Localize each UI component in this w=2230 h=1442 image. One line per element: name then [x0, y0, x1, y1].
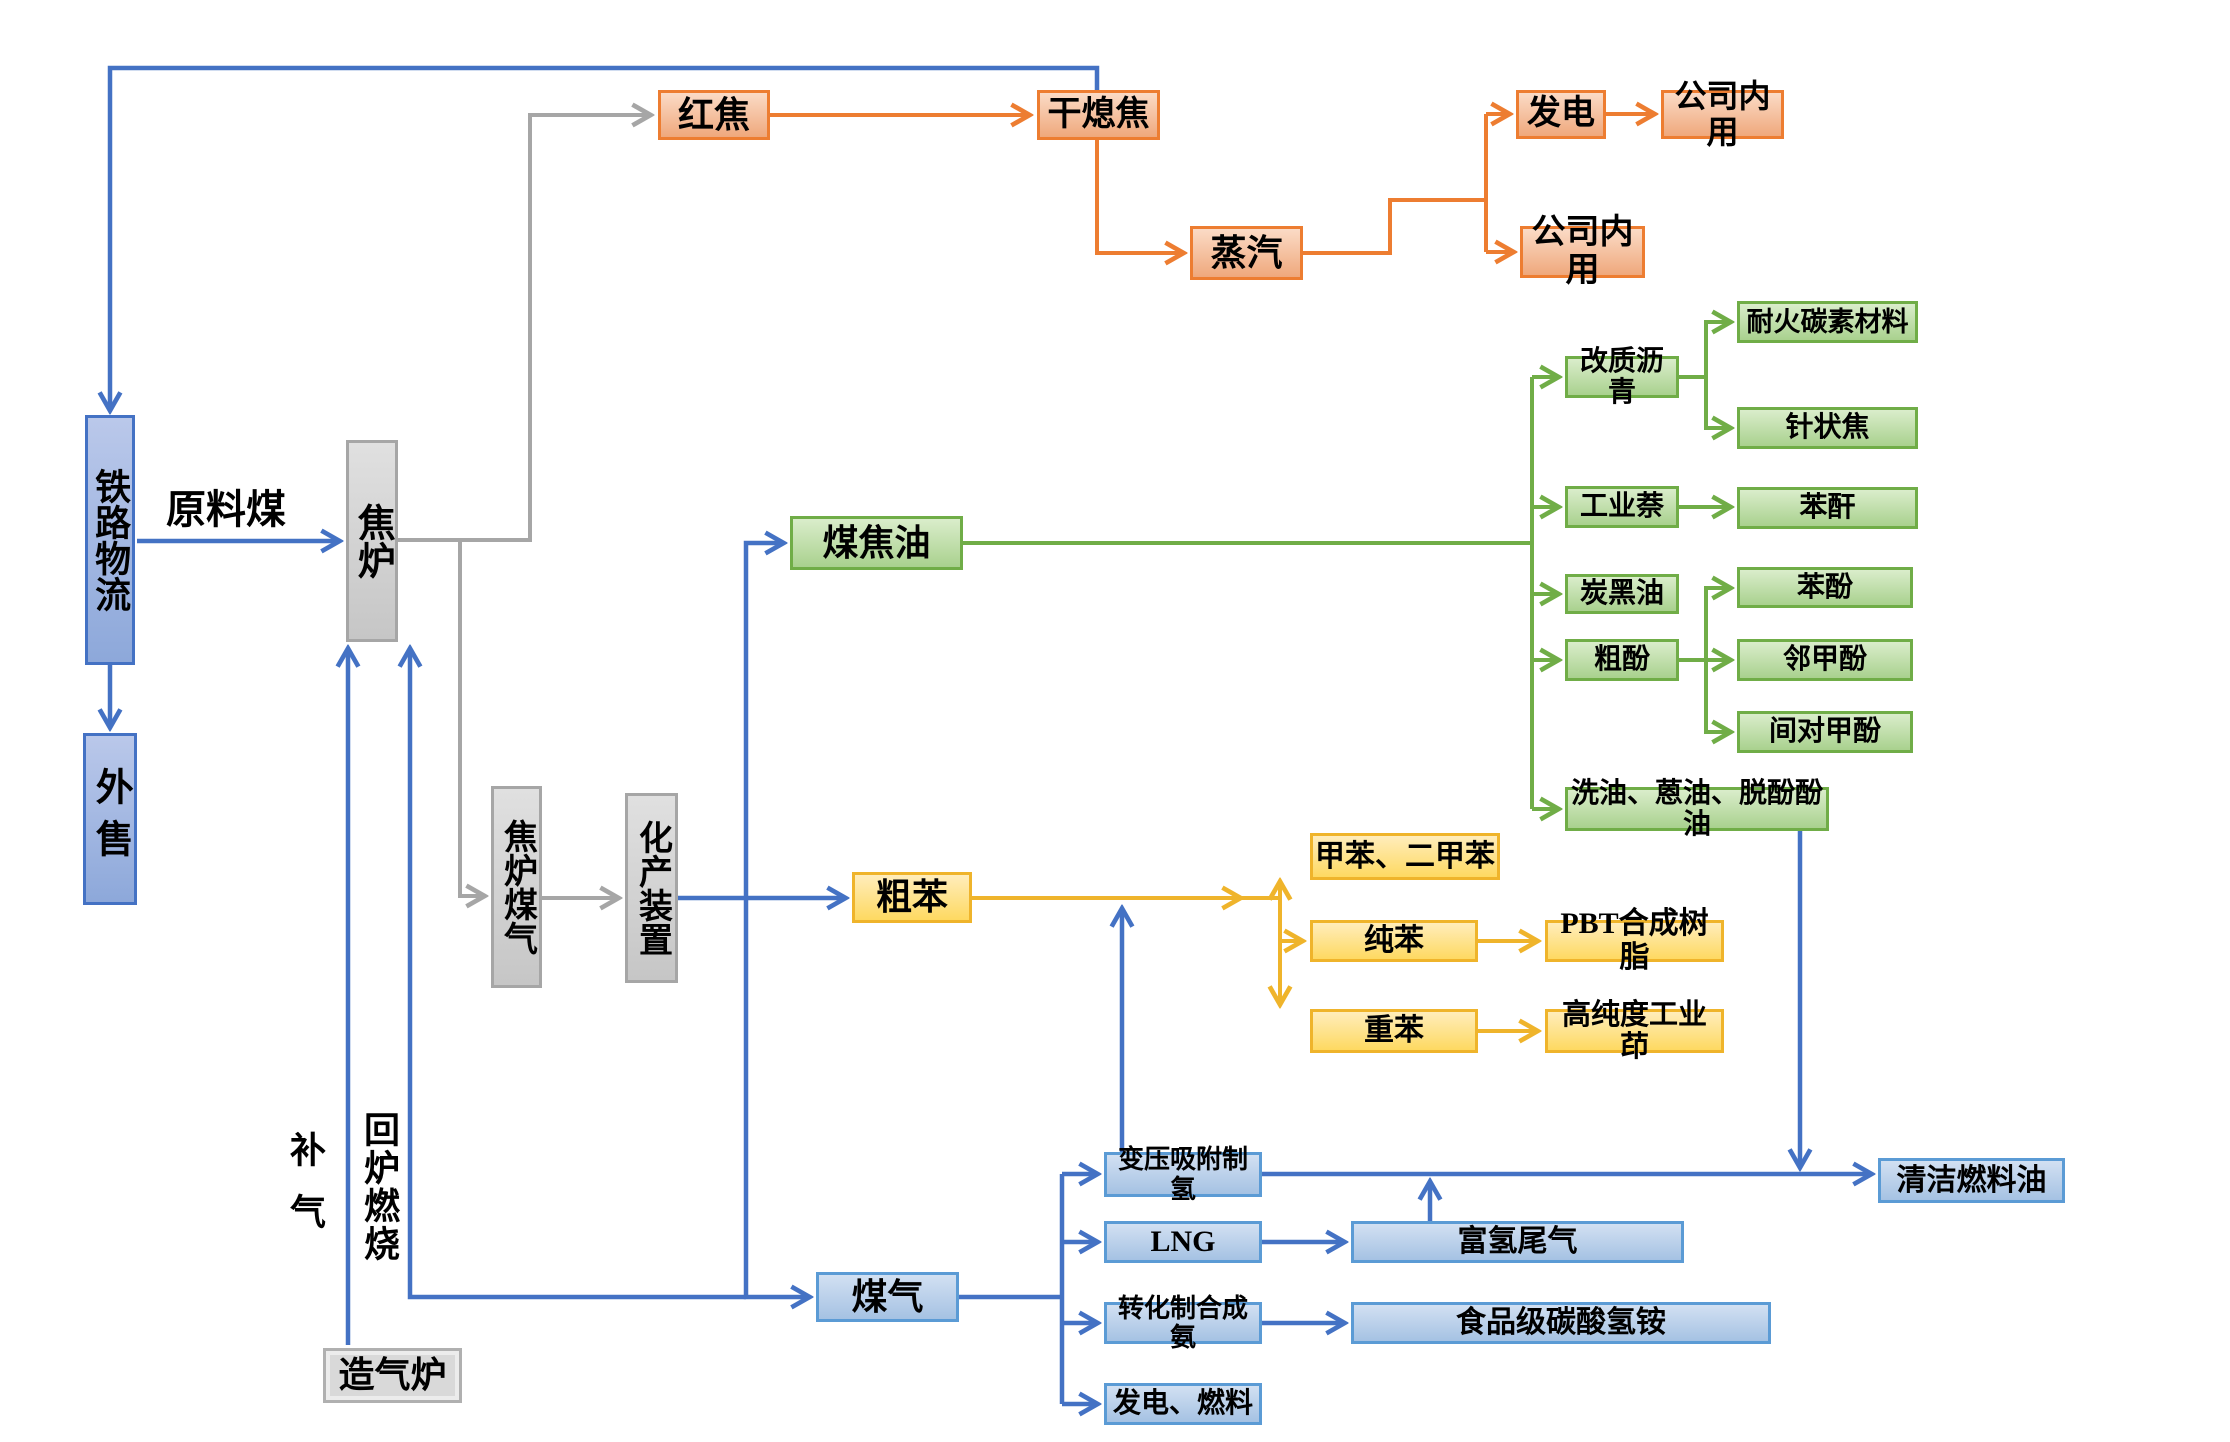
edge-orange-25 — [1303, 198, 1486, 255]
node-label-ganxijiao: 干熄焦 — [1047, 95, 1150, 133]
node-jiandui-jiafen: 间对甲酚 — [1737, 711, 1913, 753]
node-label-gaizhi-liqing: 改质沥青 — [1579, 345, 1664, 408]
label-text-huilu-ranshao: 回炉燃烧 — [359, 1111, 399, 1263]
edge-orange-24 — [1095, 140, 1181, 253]
node-waishou: 外售 — [83, 733, 137, 905]
node-label-jiaolu-meiqi: 焦炉煤气 — [498, 819, 536, 955]
node-label-zhenzhuang-jiao: 针状焦 — [1785, 412, 1870, 444]
edge-green-40 — [1679, 588, 1728, 662]
node-label-fadian: 发电 — [1527, 95, 1595, 133]
node-label-hongjiao: 红焦 — [677, 94, 750, 135]
node-gongsi-neiyong-2: 公司内用 — [1520, 214, 1645, 289]
edge-blue-4 — [743, 543, 781, 898]
edge-green-42 — [1704, 660, 1728, 732]
edge-gray-21 — [458, 540, 482, 896]
label-text-yuanliaomei: 原料煤 — [166, 486, 286, 532]
node-label-chunben: 纯苯 — [1364, 924, 1424, 958]
node-chunben: 纯苯 — [1310, 920, 1478, 962]
node-jiaolu: 焦炉 — [346, 440, 398, 642]
node-gaochundu-yin: 高纯度工业茚 — [1545, 999, 1724, 1063]
edge-blue-0 — [110, 65, 1100, 408]
node-benfen: 苯酚 — [1737, 567, 1913, 608]
node-label-zaoqilu: 造气炉 — [338, 1355, 447, 1396]
node-shipinji-tansuan: 食品级碳酸氢铵 — [1351, 1302, 1771, 1344]
label-text-buqi: 补气 — [285, 1130, 325, 1255]
node-label-waishou: 外售 — [89, 767, 132, 871]
node-bengan: 苯酐 — [1737, 487, 1918, 529]
node-zhengqi: 蒸汽 — [1190, 226, 1303, 280]
node-zhuanhua-hechengan: 转化制合成氨 — [1104, 1294, 1262, 1352]
node-gongsi-neiyong-1: 公司内用 — [1661, 78, 1784, 149]
node-label-jiandui-jiafen: 间对甲酚 — [1768, 716, 1881, 748]
node-label-bianya-zhiqing: 变压吸附制氢 — [1117, 1145, 1248, 1204]
node-fuqing-weiqi: 富氢尾气 — [1351, 1221, 1684, 1263]
node-zhongben: 重苯 — [1310, 1009, 1478, 1053]
node-label-pbt-shuzhi: PBT合成树脂 — [1560, 907, 1709, 974]
edge-green-38 — [1704, 377, 1728, 428]
node-zhenzhuang-jiao: 针状焦 — [1737, 407, 1918, 449]
node-tielu-wuliu: 铁路物流 — [85, 415, 135, 665]
label-buqi: 补气 — [283, 1125, 327, 1260]
node-label-gongsi-neiyong-1: 公司内用 — [1674, 77, 1771, 150]
node-label-cuben: 粗苯 — [875, 877, 948, 918]
node-label-tielu-wuliu: 铁路物流 — [90, 468, 131, 612]
node-label-fuqing-weiqi: 富氢尾气 — [1457, 1225, 1578, 1259]
node-label-benfen: 苯酚 — [1796, 571, 1853, 603]
node-pbt-shuzhi: PBT合成树脂 — [1545, 907, 1724, 974]
node-ganxijiao: 干熄焦 — [1037, 90, 1160, 140]
node-meiqi: 煤气 — [816, 1272, 959, 1322]
node-label-shipinji-tansuan: 食品级碳酸氢铵 — [1456, 1306, 1666, 1340]
node-bianya-zhiqing: 变压吸附制氢 — [1104, 1145, 1262, 1204]
node-naihuo-tansu: 耐火碳素材料 — [1737, 301, 1918, 343]
node-label-tanheiyou: 炭黑油 — [1579, 578, 1664, 610]
node-gongye-nai: 工业萘 — [1565, 486, 1679, 528]
node-qingjie-ranliaoyou: 清洁燃料油 — [1878, 1158, 2065, 1203]
node-label-zhongben: 重苯 — [1364, 1014, 1424, 1048]
label-huilu-ranshao: 回炉燃烧 — [356, 1092, 402, 1282]
node-lng: LNG — [1104, 1221, 1262, 1263]
node-label-bengan: 苯酐 — [1799, 492, 1856, 524]
node-cuben: 粗苯 — [852, 872, 972, 923]
node-linjiafen: 邻甲酚 — [1737, 639, 1913, 681]
edge-gray-20 — [398, 115, 648, 542]
node-label-linjiafen: 邻甲酚 — [1782, 644, 1867, 676]
node-label-lng: LNG — [1150, 1225, 1216, 1259]
node-label-xiyou: 洗油、蒽油、脱酚酚油 — [1570, 777, 1823, 840]
label-yuanliaomei: 原料煤 — [166, 478, 286, 533]
node-fadian: 发电 — [1516, 90, 1606, 139]
edge-blue-5 — [743, 898, 807, 1297]
node-meijiaoyou: 煤焦油 — [790, 516, 963, 570]
node-label-gongye-nai: 工业萘 — [1579, 491, 1664, 523]
node-label-jiaben-erjiaben: 甲苯、二甲苯 — [1315, 839, 1495, 873]
node-cufen: 粗酚 — [1565, 639, 1679, 681]
node-label-cufen: 粗酚 — [1593, 644, 1650, 676]
node-label-meijiaoyou: 煤焦油 — [822, 522, 931, 563]
node-label-jiaolu: 焦炉 — [351, 503, 394, 579]
node-label-zhuanhua-hechengan: 转化制合成氨 — [1117, 1293, 1248, 1352]
node-label-gaochundu-yin: 高纯度工业茚 — [1561, 998, 1707, 1063]
node-label-zhengqi: 蒸汽 — [1210, 232, 1283, 273]
node-zaoqilu: 造气炉 — [323, 1348, 462, 1403]
node-xiyou: 洗油、蒽油、脱酚酚油 — [1565, 778, 1829, 840]
node-label-naihuo-tansu: 耐火碳素材料 — [1746, 306, 1909, 337]
node-gaizhi-liqing: 改质沥青 — [1565, 346, 1679, 408]
edge-green-37 — [1679, 322, 1728, 379]
node-jiaben-erjiaben: 甲苯、二甲苯 — [1310, 833, 1500, 880]
node-jiaolu-meiqi: 焦炉煤气 — [491, 786, 542, 988]
node-label-gongsi-neiyong-2: 公司内用 — [1531, 213, 1634, 289]
node-huachan-zhuangzhi: 化产装置 — [625, 793, 678, 983]
node-hongjiao: 红焦 — [658, 90, 770, 140]
node-label-huachan-zhuangzhi: 化产装置 — [633, 820, 671, 956]
node-tanheiyou: 炭黑油 — [1565, 574, 1679, 614]
node-fadian-ranliao: 发电、燃料 — [1104, 1383, 1262, 1425]
node-label-qingjie-ranliaoyou: 清洁燃料油 — [1896, 1163, 2047, 1197]
node-label-fadian-ranliao: 发电、燃料 — [1112, 1388, 1253, 1420]
node-label-meiqi: 煤气 — [851, 1276, 924, 1317]
edge-blue-6 — [410, 651, 746, 1300]
